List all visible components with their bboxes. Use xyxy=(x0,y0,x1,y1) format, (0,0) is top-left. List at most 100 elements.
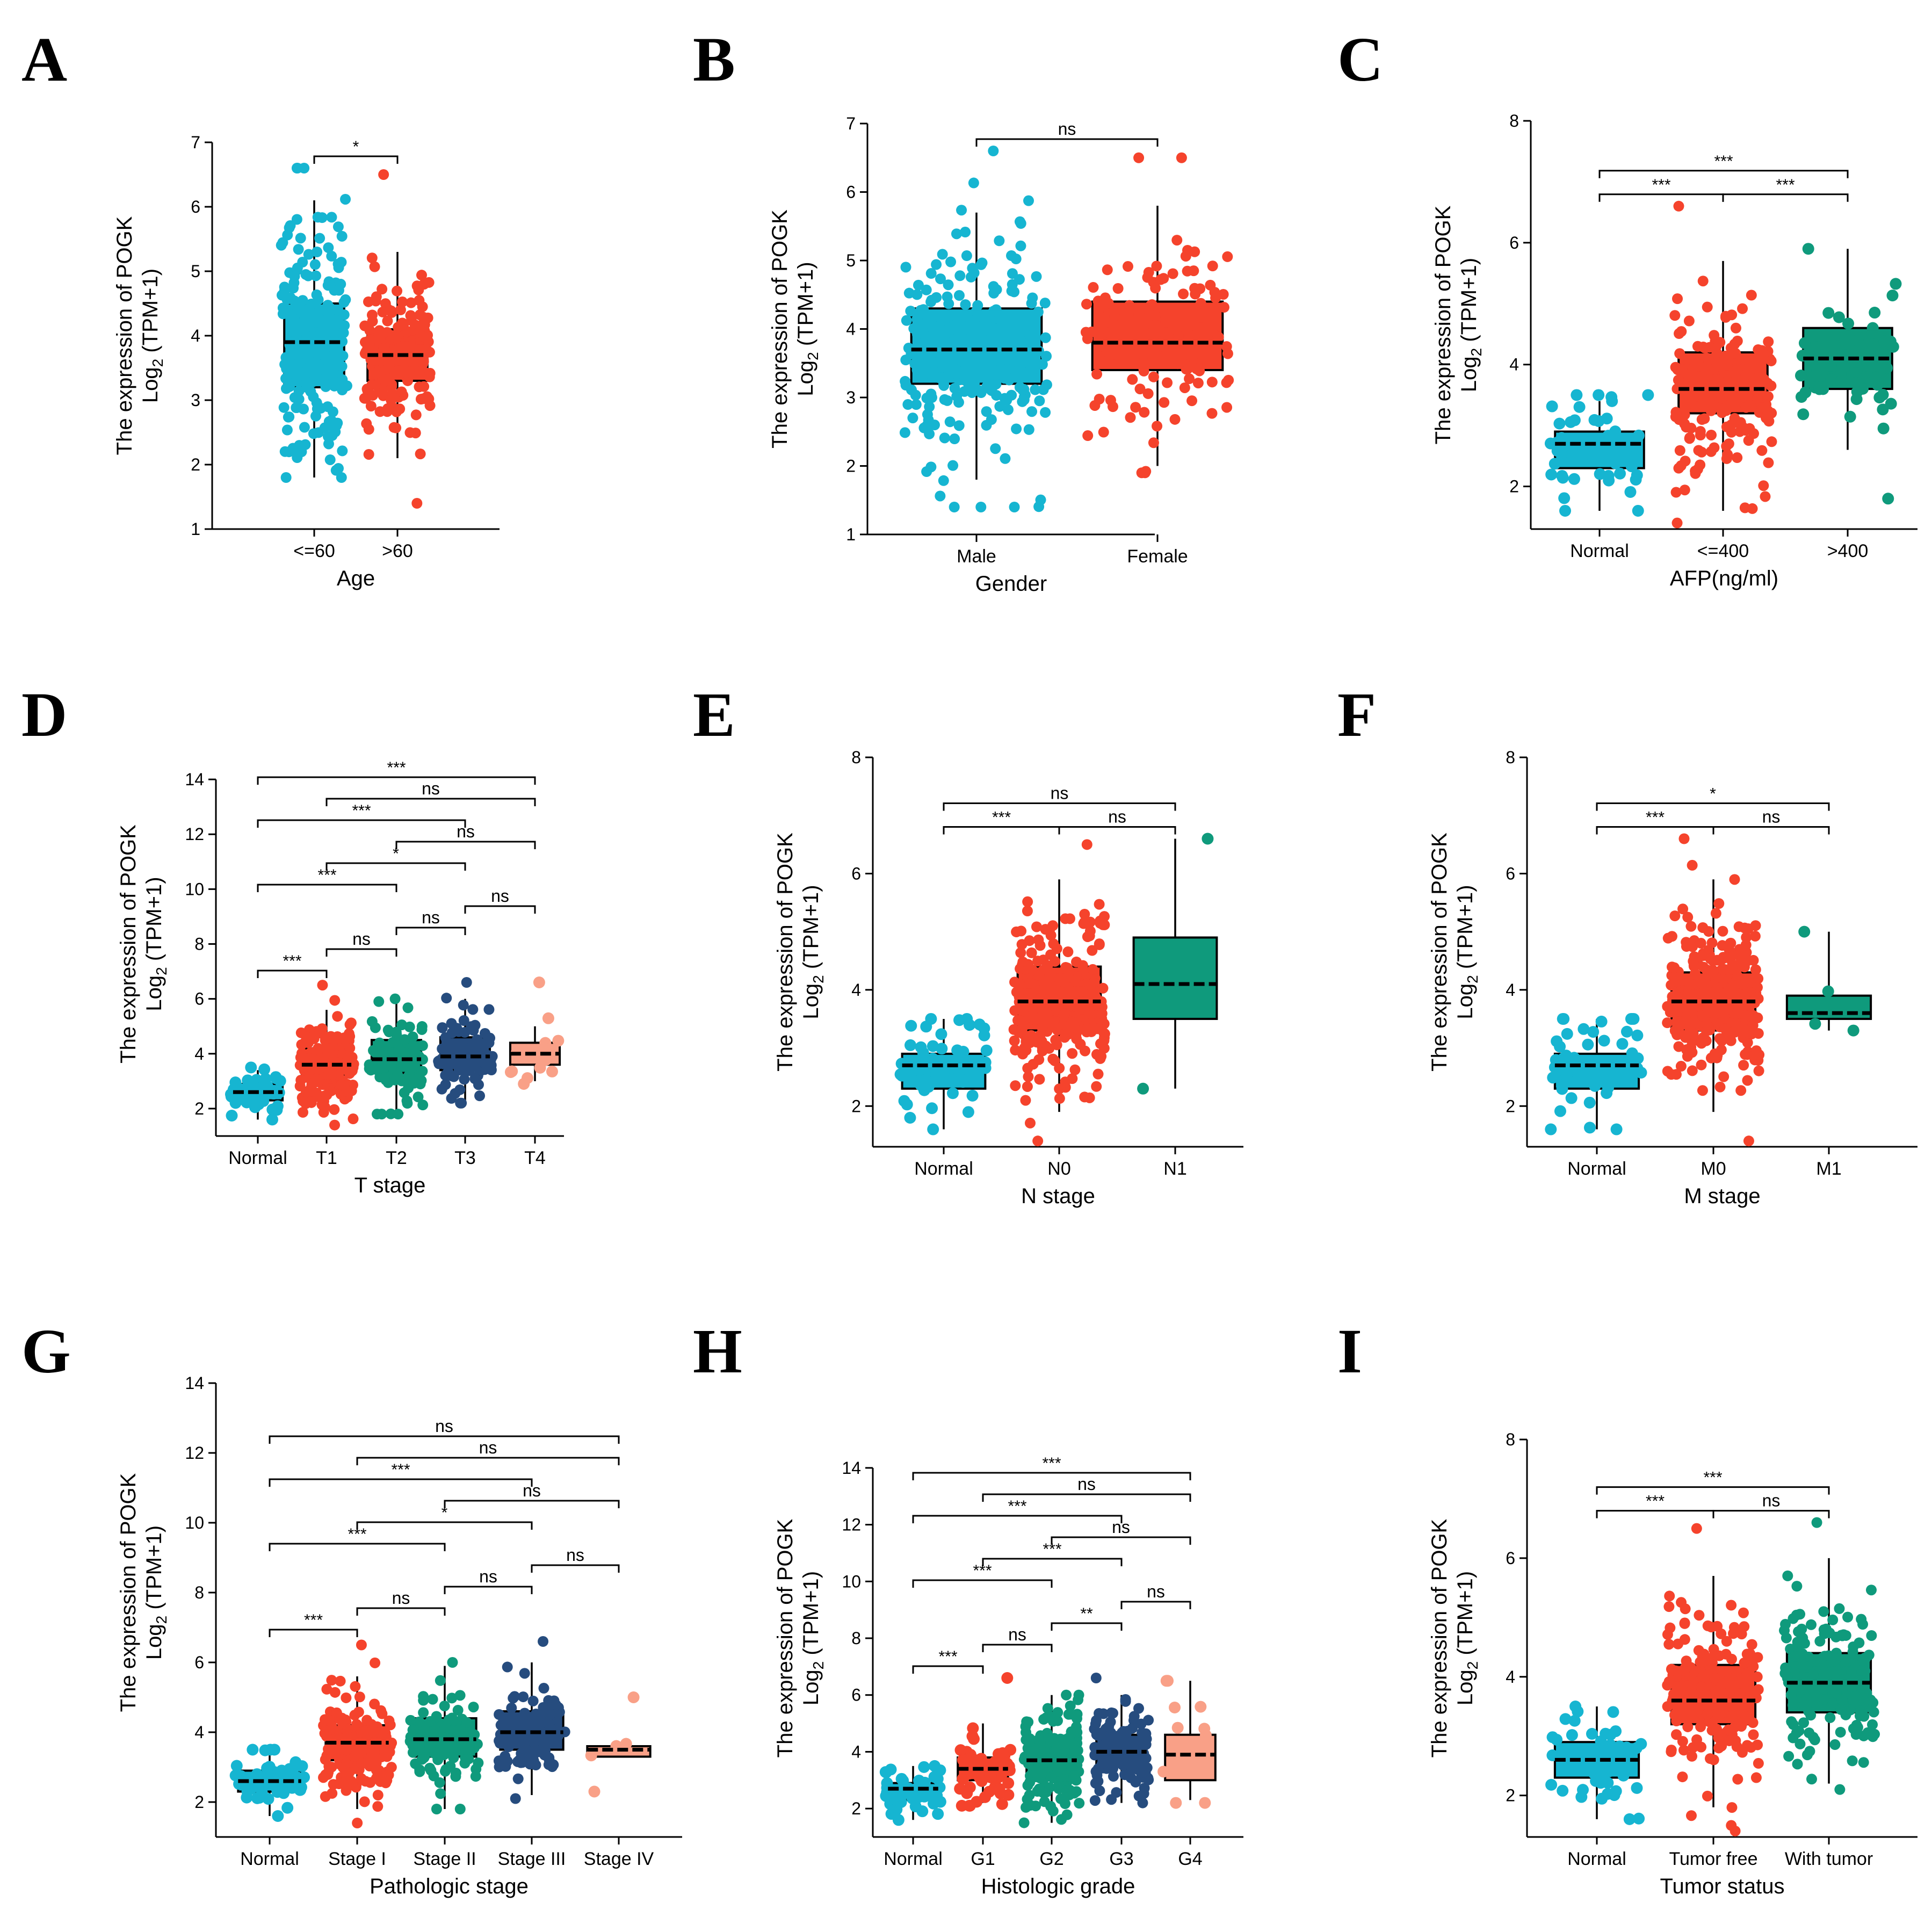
data-point xyxy=(1822,307,1835,319)
data-point xyxy=(1091,1023,1103,1035)
data-point xyxy=(1674,445,1685,456)
data-point xyxy=(403,366,415,378)
data-point xyxy=(961,1787,973,1799)
data-point xyxy=(296,1760,308,1773)
data-point xyxy=(304,1053,315,1064)
data-point xyxy=(1199,1729,1212,1741)
bracket-line xyxy=(982,1493,1191,1502)
y-tick-label: 2 xyxy=(1506,1096,1515,1116)
data-point xyxy=(1096,1051,1107,1062)
data-point xyxy=(376,1109,387,1120)
data-point xyxy=(382,1024,394,1036)
data-point xyxy=(1142,388,1154,399)
data-point xyxy=(425,1765,437,1776)
data-point xyxy=(1137,1082,1149,1095)
data-point xyxy=(402,341,413,352)
data-point xyxy=(1809,1655,1820,1667)
data-point xyxy=(1741,1711,1752,1723)
data-point xyxy=(326,1675,337,1686)
x-tick-label: T4 xyxy=(524,1148,546,1168)
data-point xyxy=(1023,195,1034,206)
data-point xyxy=(1127,374,1138,385)
data-point xyxy=(327,1788,338,1799)
data-point xyxy=(367,316,378,327)
data-point xyxy=(285,220,296,231)
data-point xyxy=(295,233,306,244)
data-point xyxy=(1734,1688,1746,1699)
y-tick-label: 4 xyxy=(194,1723,204,1742)
data-point xyxy=(1882,493,1894,505)
data-point xyxy=(1069,1064,1081,1075)
data-point xyxy=(1078,918,1089,929)
significance-bracket: ns xyxy=(269,1416,620,1444)
data-point xyxy=(932,357,943,368)
data-point xyxy=(440,1069,451,1081)
significance-bracket: *** xyxy=(269,1461,533,1487)
data-point xyxy=(1756,445,1768,456)
data-point xyxy=(968,1733,980,1745)
data-point xyxy=(1631,1029,1644,1041)
y-tick-label: 4 xyxy=(1509,355,1519,374)
data-point xyxy=(1738,1060,1749,1071)
data-point xyxy=(1859,1654,1871,1665)
data-point xyxy=(1866,1630,1877,1641)
data-point xyxy=(1740,369,1752,380)
bracket-label: ns xyxy=(479,1438,497,1457)
data-point xyxy=(510,1793,521,1804)
data-point xyxy=(1069,975,1081,987)
data-point xyxy=(474,1038,485,1049)
data-point xyxy=(1094,938,1105,950)
data-point xyxy=(1806,1774,1817,1785)
data-point xyxy=(1669,310,1681,321)
data-point xyxy=(446,1042,458,1053)
data-point xyxy=(1685,921,1697,932)
data-point xyxy=(1735,417,1746,428)
data-point xyxy=(361,384,373,395)
data-point xyxy=(1184,373,1195,385)
data-point xyxy=(1092,1068,1104,1080)
bracket-label: *** xyxy=(304,1611,323,1629)
data-point xyxy=(1089,1795,1101,1806)
data-point xyxy=(1032,306,1044,317)
data-point xyxy=(1040,983,1051,995)
data-point xyxy=(1024,330,1036,342)
x-tick-label: Stage I xyxy=(328,1849,386,1869)
bracket-label: * xyxy=(393,845,399,863)
data-point xyxy=(1709,1673,1720,1684)
data-point xyxy=(934,1796,946,1808)
data-point xyxy=(1199,1797,1211,1809)
data-point xyxy=(1799,1699,1810,1711)
data-point xyxy=(1602,1748,1614,1761)
bracket-line xyxy=(257,884,397,892)
data-point xyxy=(311,1074,322,1085)
data-point xyxy=(1142,348,1153,359)
data-point xyxy=(362,343,373,354)
data-point xyxy=(1822,985,1834,997)
data-point xyxy=(1827,1614,1839,1625)
data-point xyxy=(1545,1778,1558,1791)
data-point xyxy=(1711,982,1723,993)
data-point xyxy=(1143,986,1155,998)
group-tumor-free xyxy=(1662,1523,1764,1836)
data-point xyxy=(945,256,957,267)
data-point xyxy=(1034,395,1045,407)
data-point xyxy=(1686,979,1697,990)
data-point xyxy=(1722,359,1733,371)
data-point xyxy=(401,1095,413,1106)
y-axis-label-unit: Log2 (TPM+1) xyxy=(1457,258,1485,392)
data-point xyxy=(1841,1656,1853,1667)
data-point xyxy=(1593,389,1605,401)
x-tick-label: Stage III xyxy=(498,1849,566,1869)
data-point xyxy=(1794,1738,1806,1749)
group-normal xyxy=(879,1760,946,1826)
significance-bracket: * xyxy=(313,138,399,164)
bracket-line xyxy=(1051,1536,1191,1545)
data-point xyxy=(1726,309,1738,321)
data-point xyxy=(521,1072,533,1084)
y-axis-label: The expression of POGK xyxy=(773,1518,797,1757)
data-point xyxy=(1709,1050,1720,1061)
data-point xyxy=(1878,335,1891,348)
data-point xyxy=(385,1108,396,1119)
data-point xyxy=(459,1074,470,1085)
data-point xyxy=(938,475,949,486)
